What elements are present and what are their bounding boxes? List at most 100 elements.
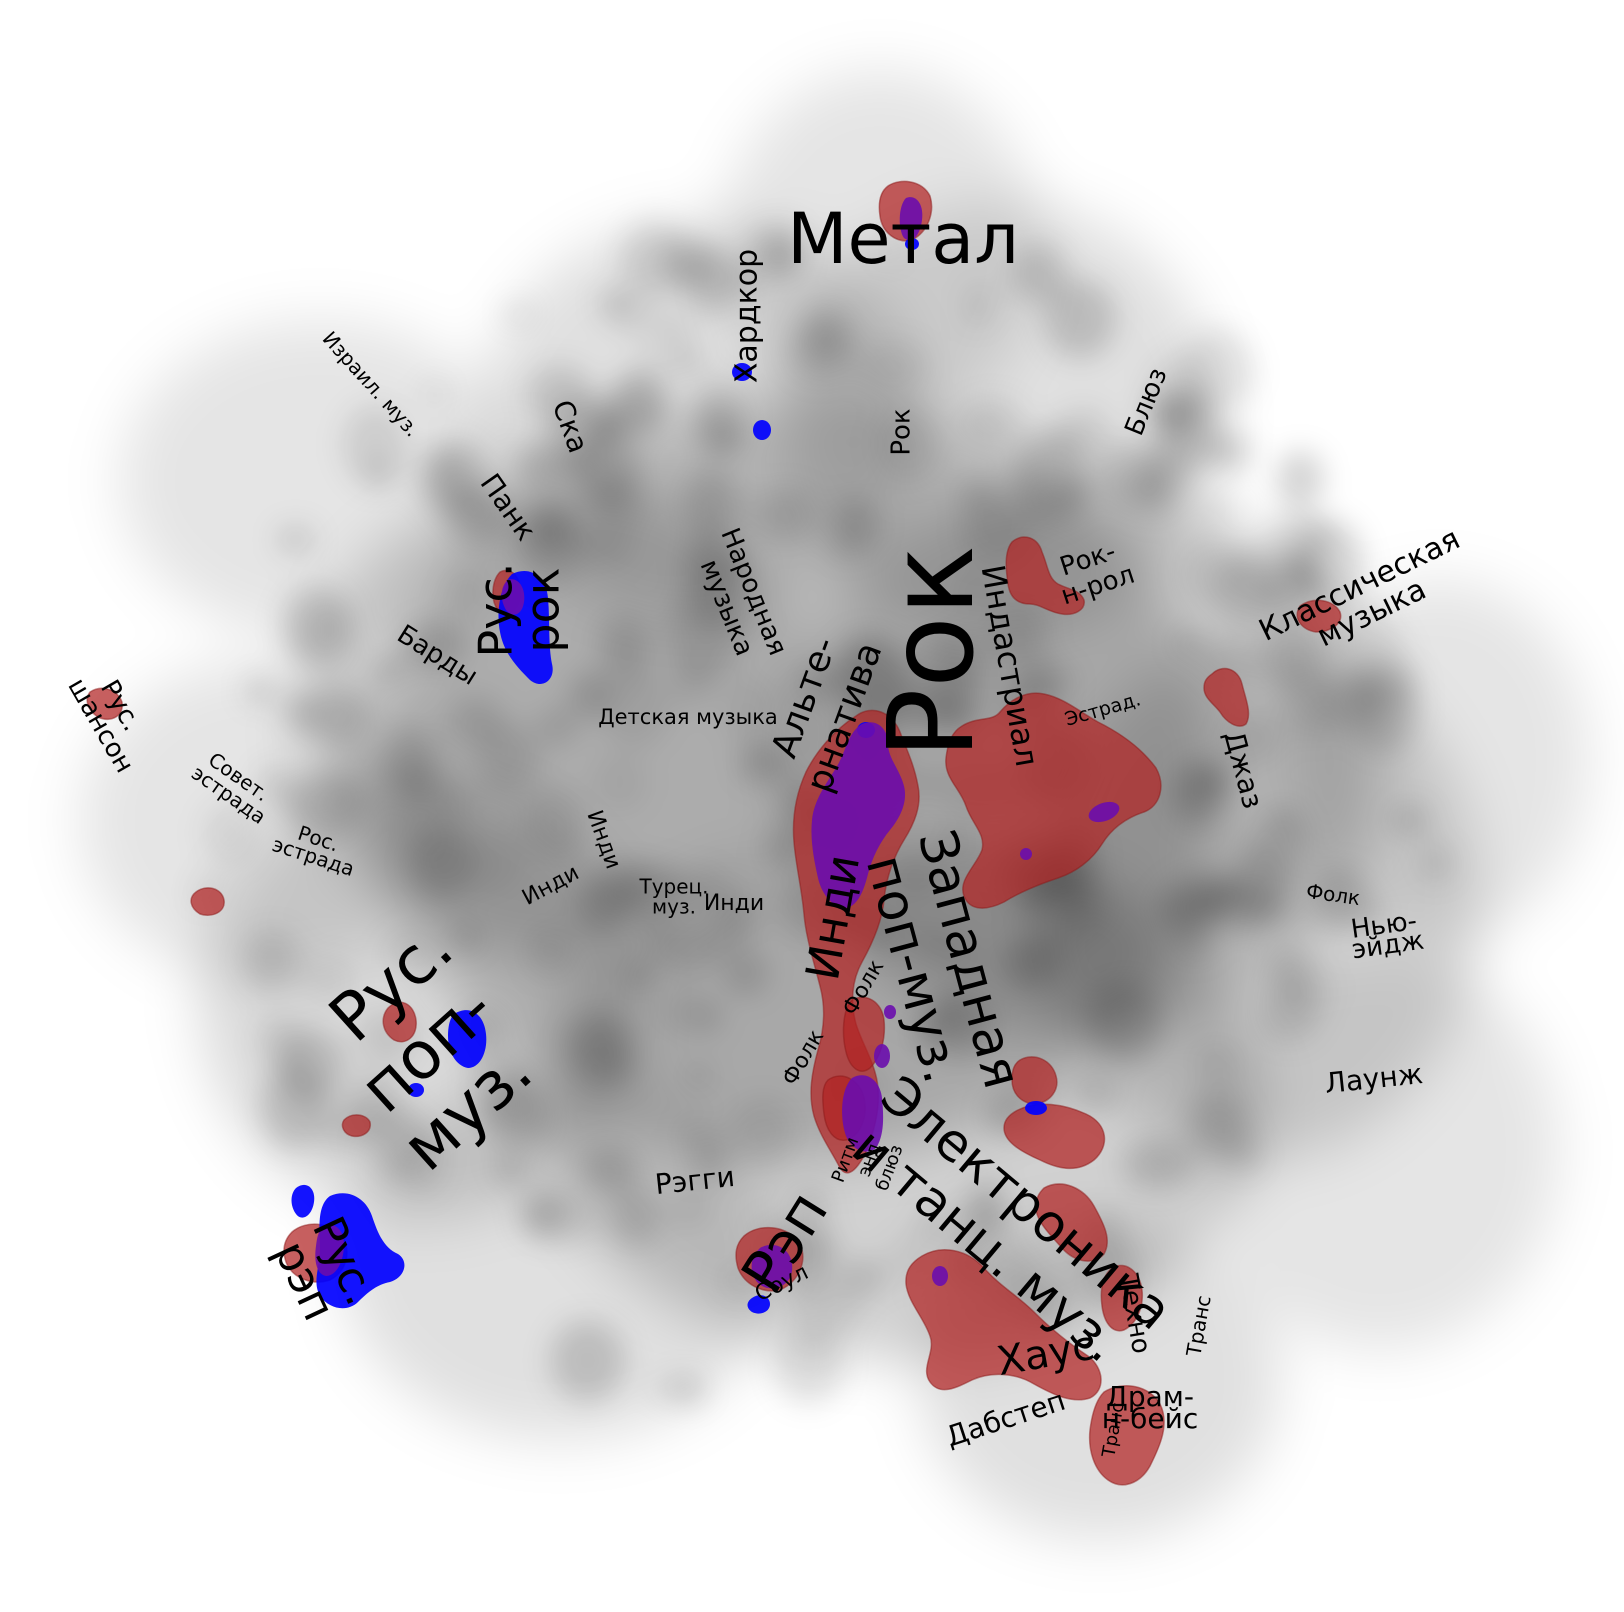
density-speck [762, 231, 799, 279]
density-speck [623, 961, 654, 990]
overlap-folk-2 [874, 1044, 890, 1068]
density-speck [522, 501, 575, 552]
density-speck [952, 1194, 996, 1249]
label-turkish-1: Турец. [638, 875, 708, 899]
density-speck [422, 379, 448, 411]
overlap-folk-1 [884, 1005, 896, 1019]
red-cluster-rock-industrial [1005, 536, 1085, 616]
red-cluster-rus-pop [382, 1001, 417, 1043]
density-speck [1390, 804, 1430, 837]
label-rus-rock-1: Рус. [469, 563, 523, 658]
density-speck [722, 950, 768, 996]
blue-cluster-rus-rap-2 [316, 1193, 405, 1309]
overlap-indie [811, 722, 906, 908]
density-speck [1260, 615, 1323, 690]
label-kids-music: Детская музыка [598, 705, 778, 729]
density-speck [793, 1186, 829, 1227]
density-speck [462, 484, 489, 518]
overlap-rus-rap [315, 1224, 344, 1276]
label-drum-bass-1: Драм- [1106, 1380, 1194, 1413]
density-speck [690, 375, 749, 448]
density-speck [1418, 843, 1454, 882]
density-speck [800, 306, 851, 362]
density-speck [256, 764, 290, 806]
density-speck [613, 367, 668, 435]
density-speck [651, 1378, 678, 1399]
overlap-house [932, 1266, 948, 1286]
density-speck [721, 675, 775, 743]
density-speck [1269, 510, 1332, 567]
blue-cluster-hardcore-2 [753, 420, 771, 440]
density-layer [80, 70, 1590, 1540]
density-speck [676, 1120, 711, 1145]
density-speck [666, 316, 692, 336]
density-speck [729, 1098, 796, 1166]
density-speck [911, 1019, 942, 1048]
density-speck [516, 438, 571, 487]
overlap-western-2 [1020, 848, 1032, 860]
density-speck [1147, 387, 1204, 432]
density-speck [1003, 938, 1061, 988]
red-cluster-dance-2 [1003, 1103, 1106, 1170]
density-speck [925, 993, 993, 1058]
density-speck [1193, 1041, 1239, 1086]
density-speck [526, 364, 595, 428]
red-cluster-jazz [1203, 667, 1250, 727]
density-speck [890, 857, 941, 897]
density-speck [442, 568, 491, 619]
density-speck [596, 481, 647, 527]
red-cluster-rus-pop-small [341, 1114, 371, 1138]
density-speck [1280, 905, 1308, 933]
label-rock-big: Рок [862, 545, 1000, 760]
overlap-rap [842, 1075, 884, 1152]
density-speck [1290, 965, 1334, 1014]
red-cluster-indie-folk [842, 996, 886, 1072]
red-cluster-dnb [1088, 1385, 1165, 1486]
density-speck [1122, 1139, 1193, 1190]
overlap-metal [899, 197, 923, 240]
density-speck [434, 779, 469, 822]
density-speck [618, 864, 687, 912]
blue-cluster-rus-pop [448, 1010, 487, 1068]
label-rus-rock-2: рок [516, 567, 570, 652]
density-speck [682, 247, 741, 314]
density-speck [281, 584, 351, 661]
density-speck [304, 686, 372, 747]
density-speck [875, 240, 904, 263]
density-speck [949, 943, 976, 970]
density-speck [574, 876, 630, 936]
density-speck [652, 921, 721, 979]
label-indie-c: Инди [704, 891, 764, 916]
blue-cluster-metal [905, 238, 919, 250]
density-speck [738, 490, 807, 540]
density-speck [428, 472, 461, 512]
density-speck [404, 621, 465, 668]
density-speck [684, 533, 746, 589]
density-speck [492, 1153, 529, 1186]
label-rock-small: Рок [887, 408, 917, 455]
blue-cluster-soul [747, 1295, 770, 1314]
blue-cluster-hardcore-1 [732, 363, 752, 381]
density-speck [537, 707, 578, 746]
density-speck [1155, 887, 1210, 927]
density-speck [840, 1259, 887, 1295]
density-speck [368, 1108, 434, 1182]
density-speck [641, 331, 697, 374]
density-speck [1202, 496, 1227, 521]
density-speck [1011, 244, 1068, 303]
density-speck [702, 610, 727, 628]
density-speck [482, 1079, 549, 1145]
label-metal: Метал [787, 198, 1019, 280]
density-speck [963, 304, 991, 327]
density-speck [1355, 901, 1385, 927]
density-speck [933, 664, 984, 725]
density-speck [500, 301, 536, 326]
density-speck [833, 497, 878, 554]
label-drum-bass-2: н-бейс [1102, 1402, 1199, 1435]
density-speck [383, 657, 409, 677]
overlap-soul [751, 1244, 793, 1289]
density-speck [1276, 450, 1325, 508]
density-speck [1312, 867, 1368, 931]
density-speck [1133, 450, 1197, 499]
density-speck [953, 576, 994, 607]
